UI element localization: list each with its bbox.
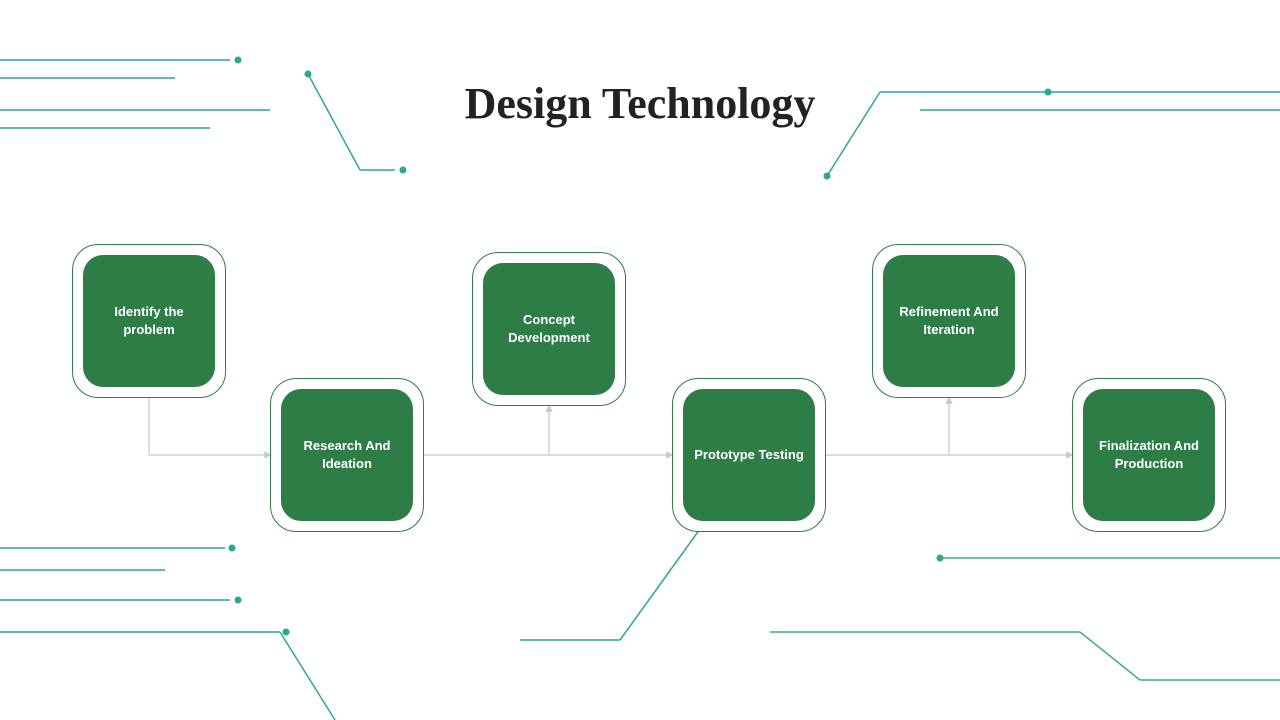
page-title: Design Technology <box>465 78 816 129</box>
flow-node-label: Refinement And Iteration <box>883 255 1015 387</box>
flow-node: Identify the problem <box>72 244 226 398</box>
flow-node-label: Concept Development <box>483 263 615 395</box>
flow-node-label: Finalization And Production <box>1083 389 1215 521</box>
flow-node: Research And Ideation <box>270 378 424 532</box>
flow-node: Refinement And Iteration <box>872 244 1026 398</box>
flow-node-label: Research And Ideation <box>281 389 413 521</box>
flow-node-label: Prototype Testing <box>683 389 815 521</box>
flow-node: Concept Development <box>472 252 626 406</box>
flow-node-label: Identify the problem <box>83 255 215 387</box>
flow-node: Prototype Testing <box>672 378 826 532</box>
flow-node: Finalization And Production <box>1072 378 1226 532</box>
